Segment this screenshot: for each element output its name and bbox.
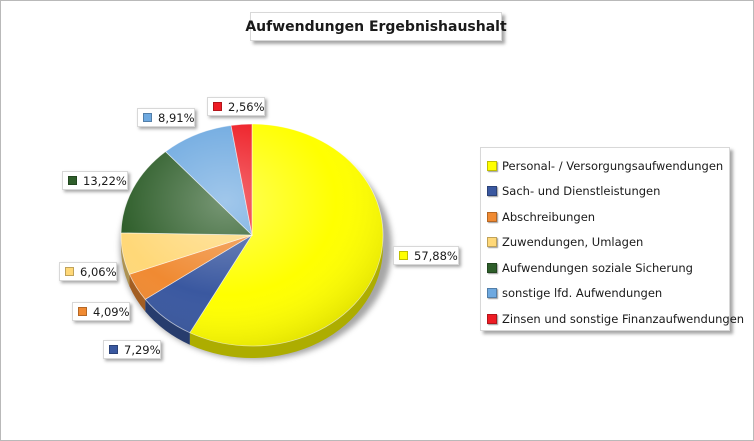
chart-title: Aufwendungen Ergebnishaushalt [245, 18, 507, 35]
legend-label-zuwendungen: Zuwendungen, Umlagen [502, 235, 644, 250]
legend-item-abschreibungen: Abschreibungen [487, 204, 729, 230]
legend-label-personal: Personal- / Versorgungsaufwendungen [502, 158, 724, 173]
data-label-zuwendungen: 6,06% [59, 262, 117, 281]
data-label-key-abschreibungen [78, 307, 87, 316]
legend-item-sach: Sach- und Dienstleistungen [487, 179, 729, 205]
legend: Personal- / Versorgungsaufwendungen Sach… [480, 147, 744, 332]
legend-item-sonstige: sonstige lfd. Aufwendungen [487, 281, 729, 307]
data-label-sonstige: 8,91% [137, 108, 195, 127]
data-label-text-soziale-sicherung: 13,22% [83, 173, 127, 188]
data-label-soziale-sicherung: 13,22% [62, 171, 128, 190]
data-label-key-sach [109, 345, 118, 354]
data-label-text-sach: 7,29% [124, 342, 161, 357]
legend-item-zuwendungen: Zuwendungen, Umlagen [487, 230, 729, 256]
data-label-key-zinsen [213, 102, 222, 111]
data-label-text-zinsen: 2,56% [228, 99, 265, 114]
data-label-abschreibungen: 4,09% [72, 302, 130, 321]
legend-label-zinsen: Zinsen und sonstige Finanzaufwendungen [502, 311, 745, 326]
legend-item-soziale-sicherung: Aufwendungen soziale Sicherung [487, 255, 729, 281]
data-label-text-zuwendungen: 6,06% [80, 264, 117, 279]
data-label-text-personal: 57,88% [414, 248, 458, 263]
legend-item-personal: Personal- / Versorgungsaufwendungen [487, 153, 729, 179]
legend-key-personal [487, 160, 497, 171]
legend-key-zinsen [487, 313, 497, 324]
data-label-text-abschreibungen: 4,09% [93, 304, 130, 319]
data-label-sach: 7,29% [103, 340, 161, 359]
legend-key-abschreibungen [487, 211, 497, 222]
data-label-key-soziale-sicherung [68, 176, 77, 185]
data-label-text-sonstige: 8,91% [158, 110, 195, 125]
legend-label-soziale-sicherung: Aufwendungen soziale Sicherung [502, 260, 693, 275]
legend-label-sach: Sach- und Dienstleistungen [502, 184, 661, 199]
chart-title-box: Aufwendungen Ergebnishaushalt [245, 12, 507, 41]
legend-key-sach [487, 186, 497, 197]
data-label-zinsen: 2,56% [207, 97, 265, 116]
data-label-personal: 57,88% [393, 246, 459, 265]
data-label-key-personal [399, 251, 408, 260]
legend-key-soziale-sicherung [487, 262, 497, 273]
data-label-key-sonstige [143, 113, 152, 122]
leader-line-sach [132, 318, 165, 340]
pie-slices [120, 123, 384, 347]
legend-key-zuwendungen [487, 237, 497, 248]
legend-key-sonstige [487, 288, 497, 299]
data-label-key-zuwendungen [65, 267, 74, 276]
legend-label-sonstige: sonstige lfd. Aufwendungen [502, 286, 663, 301]
legend-item-zinsen: Zinsen und sonstige Finanzaufwendungen [487, 306, 744, 332]
legend-label-abschreibungen: Abschreibungen [502, 209, 596, 224]
